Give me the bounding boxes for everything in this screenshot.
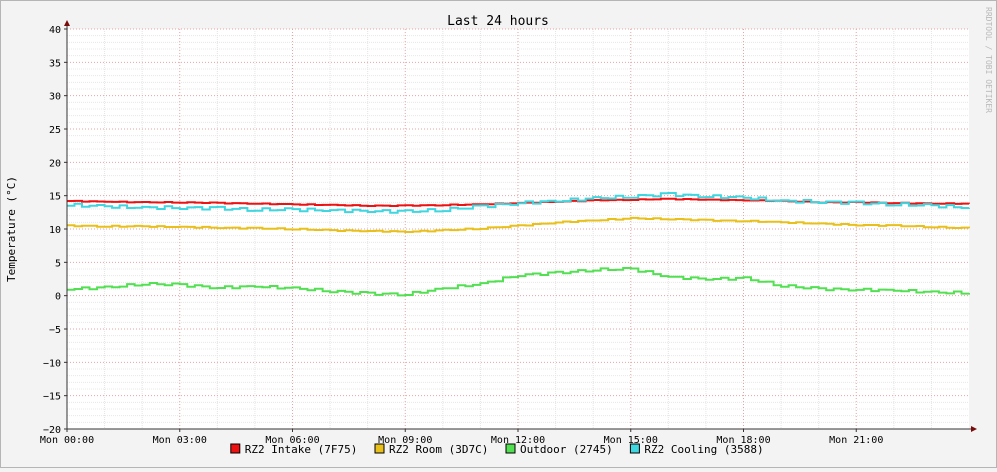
y-tick-label: 15 <box>49 192 61 203</box>
legend-label: Outdoor (2745) <box>520 443 613 456</box>
series-line <box>67 216 970 233</box>
legend-label: RZ2 Cooling (3588) <box>644 443 763 456</box>
x-tick-label: Mon 00:00 <box>40 435 94 446</box>
axes <box>64 20 977 432</box>
x-tick-label: Mon 06:00 <box>265 435 319 446</box>
x-tick-label: Mon 03:00 <box>153 435 207 446</box>
y-tick-label: −10 <box>43 358 61 369</box>
legend-swatch <box>374 443 385 454</box>
series-line <box>67 192 970 214</box>
y-axis-label: Temperature (°C) <box>5 176 18 282</box>
legend-swatch <box>629 443 640 454</box>
grid <box>66 28 969 430</box>
y-tick-label: 35 <box>49 58 61 69</box>
y-tick-label: 20 <box>49 158 61 169</box>
y-tick-label: −15 <box>43 392 61 403</box>
y-tick-labels: 40 35 30 25 20 15 10 5 0 −5 −10 −15 −20 <box>43 25 61 436</box>
y-axis-arrow <box>64 20 70 26</box>
y-tick-label: −5 <box>49 325 61 336</box>
y-tick-label: 40 <box>49 25 61 36</box>
x-tick-label: Mon 15:00 <box>604 435 658 446</box>
x-axis-arrow <box>971 426 977 432</box>
legend-label: RZ2 Room (3D7C) <box>389 443 488 456</box>
y-tick-label: 25 <box>49 125 61 136</box>
x-tick-label: Mon 21:00 <box>829 435 883 446</box>
x-tick-labels: Mon 00:00 Mon 03:00 Mon 06:00 Mon 09:00 Mon … <box>40 435 883 446</box>
y-tick-label: 30 <box>49 92 61 103</box>
watermark: RRDTOOL / TOBI OETIKER <box>984 7 993 113</box>
series-lines <box>67 192 970 297</box>
legend: RZ2 Intake (7F75) RZ2 Room (3D7C) Outdoor … <box>230 443 764 456</box>
y-tick-label: 5 <box>55 258 61 269</box>
x-tick-label: Mon 12:00 <box>491 435 545 446</box>
legend-label: RZ2 Intake (7F75) <box>245 443 358 456</box>
y-tick-label: −20 <box>43 425 61 436</box>
legend-swatch <box>230 443 241 454</box>
chart-title: Last 24 hours <box>447 14 549 29</box>
series-line <box>67 267 970 297</box>
x-tick-label: Mon 18:00 <box>716 435 770 446</box>
y-tick-label: 10 <box>49 225 61 236</box>
legend-swatch <box>505 443 516 454</box>
x-tick-label: Mon 09:00 <box>378 435 432 446</box>
y-tick-label: 0 <box>55 292 61 303</box>
